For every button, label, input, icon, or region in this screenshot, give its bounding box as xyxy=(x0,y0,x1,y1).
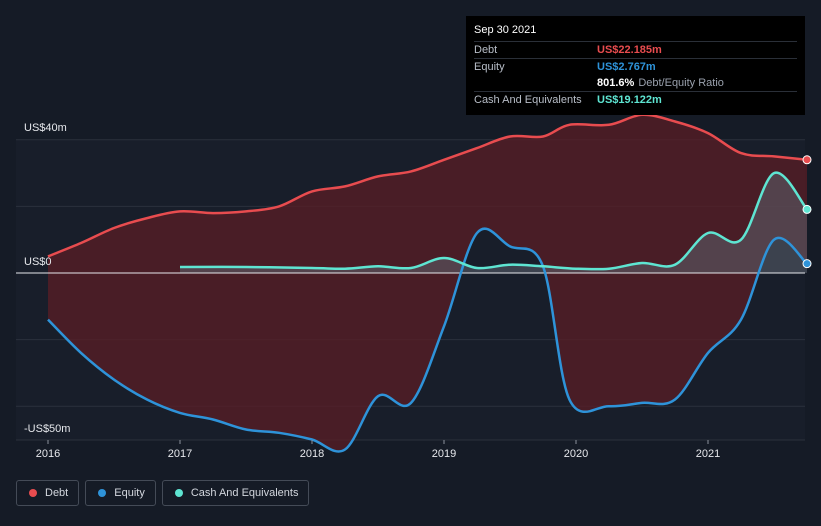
x-label-2021: 2021 xyxy=(696,448,720,460)
x-label-2019: 2019 xyxy=(432,448,456,460)
tooltip-equity-row: Equity US$2.767m xyxy=(474,58,797,75)
cash-end-marker xyxy=(802,204,812,214)
x-label-2016: 2016 xyxy=(36,448,60,460)
equity-end-marker xyxy=(802,259,812,269)
tooltip-ratio-value: 801.6% xyxy=(597,77,635,89)
tooltip-debt-row: Debt US$22.185m xyxy=(474,41,797,58)
cash-dot-icon xyxy=(174,489,183,497)
x-label-2017: 2017 xyxy=(168,448,192,460)
tooltip-equity-label: Equity xyxy=(474,61,505,73)
tooltip-date: Sep 30 2021 xyxy=(474,24,537,36)
debt-equity-area xyxy=(48,114,807,452)
series-lines xyxy=(16,113,808,453)
x-axis-labels: 2016 2017 2018 2019 2020 2021 xyxy=(36,440,720,460)
cash-line xyxy=(179,171,808,271)
y-axis-labels: US$40m US$0 -US$50m xyxy=(24,122,70,435)
cash-area xyxy=(180,172,807,273)
debt-line xyxy=(47,113,808,258)
legend-debt-label: Debt xyxy=(45,487,69,499)
tooltip-ratio-label: Debt/Equity Ratio xyxy=(638,77,724,89)
tooltip-panel: Sep 30 2021 Debt US$22.185m Equity US$2.… xyxy=(466,16,805,115)
legend-item-debt[interactable]: Debt xyxy=(16,480,80,506)
debt-end-marker xyxy=(802,155,812,165)
legend-item-cash[interactable]: Cash And Equivalents xyxy=(161,480,310,506)
legend-equity-label: Equity xyxy=(114,487,145,499)
series-areas xyxy=(48,114,807,452)
tooltip-debt-value: US$22.185m xyxy=(597,44,662,56)
tooltip-cash-value: US$19.122m xyxy=(597,94,662,106)
y-label-2: -US$50m xyxy=(24,423,70,435)
legend: Debt Equity Cash And Equivalents xyxy=(16,480,310,506)
legend-cash-label: Cash And Equivalents xyxy=(190,487,299,499)
legend-item-equity[interactable]: Equity xyxy=(85,480,156,506)
x-label-2020: 2020 xyxy=(564,448,588,460)
tooltip-cash-label: Cash And Equivalents xyxy=(474,94,582,106)
y-label-1: US$0 xyxy=(24,256,52,268)
x-label-2018: 2018 xyxy=(300,448,324,460)
tooltip-ratio-row: 801.6% Debt/Equity Ratio xyxy=(474,75,797,91)
debt-dot-icon xyxy=(29,489,37,497)
tooltip-equity-value: US$2.767m xyxy=(597,61,656,73)
equity-dot-icon xyxy=(98,489,107,497)
tooltip-cash-row: Cash And Equivalents US$19.122m xyxy=(474,91,797,108)
tooltip-debt-label: Debt xyxy=(474,44,498,56)
equity-line xyxy=(47,227,808,453)
y-label-0: US$40m xyxy=(24,122,67,134)
end-markers xyxy=(802,155,812,269)
